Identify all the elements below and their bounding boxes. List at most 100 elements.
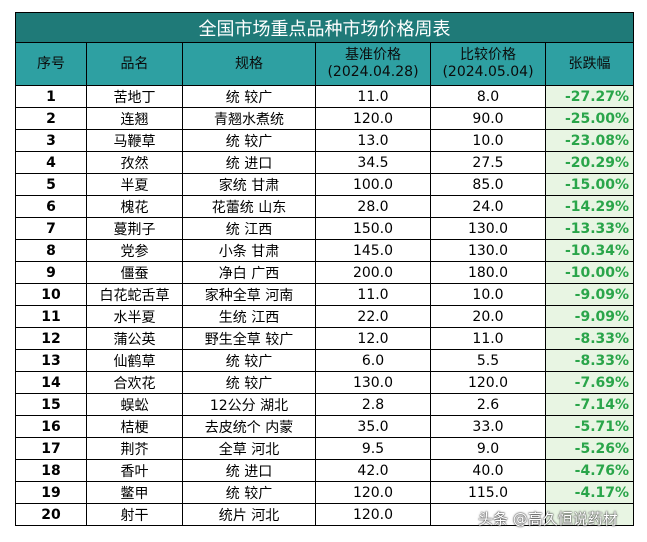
table-row: 14 合欢花统 较广 130.0 120.0 -7.69%: [15, 371, 635, 394]
cell-change: -20.29%: [544, 151, 635, 174]
cell-name: 孜然: [86, 151, 183, 174]
header-base-price-date: (2024.04.28): [327, 64, 419, 80]
cell-no: 14: [15, 371, 87, 394]
cell-name: 蔓荆子: [86, 217, 183, 240]
header-compare-price-label: 比较价格: [460, 47, 516, 63]
cell-spec: 统 较广: [182, 481, 316, 504]
cell-no: 12: [15, 327, 87, 350]
cell-compare-price: 5.5: [430, 349, 546, 372]
cell-base-price: 35.0: [315, 415, 431, 438]
cell-change: -27.27%: [544, 85, 635, 108]
cell-spec: 统 进口: [182, 151, 316, 174]
cell-spec: 统片 河北: [182, 503, 316, 526]
table-row: 17 荆芥 全草 河北 9.5 9.0 -5.26%: [15, 437, 635, 460]
cell-compare-price: 130.0: [430, 239, 546, 262]
table-row: 2 连翘 青翘水煮统 120.0 90.0 -25.00%: [15, 107, 635, 130]
cell-compare-price: 33.0: [430, 415, 546, 438]
cell-compare-price: 11.0: [430, 327, 546, 350]
cell-change: -9.09%: [544, 305, 635, 328]
cell-name: 合欢花: [86, 371, 183, 394]
cell-compare-price: 24.0: [430, 195, 546, 218]
cell-change: -25.00%: [544, 107, 635, 130]
cell-spec: 家种全草 河南: [182, 283, 316, 306]
cell-change: -13.33%: [544, 217, 635, 240]
cell-no: 9: [15, 261, 87, 284]
cell-base-price: 130.0: [315, 371, 431, 394]
table-body: 1 苦地丁统 较广 11.0 8.0 -27.27% 2 连翘 青翘水煮统 120.0 90.0-…: [15, 85, 635, 526]
cell-spec: 生统 江西: [182, 305, 316, 328]
table-row: 13 仙鹤草统 较广 6.0 5.5 -8.33%: [15, 349, 635, 372]
cell-name: 桔梗: [86, 415, 183, 438]
cell-change: -15.00%: [544, 173, 635, 196]
cell-no: 17: [15, 437, 87, 460]
cell-spec: 家统 甘肃: [182, 173, 316, 196]
header-name: 品名: [86, 42, 183, 86]
cell-compare-price: 90.0: [430, 107, 546, 130]
cell-no: 2: [15, 107, 87, 130]
cell-base-price: 42.0: [315, 459, 431, 482]
cell-change: -4.76%: [544, 459, 635, 482]
cell-spec: 统 较广: [182, 129, 316, 152]
cell-name: 香叶: [86, 459, 183, 482]
cell-base-price: 6.0: [315, 349, 431, 372]
cell-base-price: 13.0: [315, 129, 431, 152]
cell-name: 党参: [86, 239, 183, 262]
cell-change: -14.29%: [544, 195, 635, 218]
table-title: 全国市场重点品种市场价格周表: [14, 12, 635, 43]
table-row: 4 孜然统 进口 34.5 27.5 -20.29%: [15, 151, 635, 174]
cell-change: -10.34%: [544, 239, 635, 262]
cell-no: 10: [15, 283, 87, 306]
table-row: 19 鳖甲统 较广 120.0 115.0 -4.17%: [15, 481, 635, 504]
table-row: 9 僵蚕 净白 广西 200.0 180.0 -10.00%: [15, 261, 635, 284]
cell-name: 白花蛇舌草: [86, 283, 183, 306]
cell-no: 8: [15, 239, 87, 262]
cell-no: 5: [15, 173, 87, 196]
header-row: 序号 品名 规格 基准价格 (2024.04.28) 比较价格 (2024.05…: [15, 42, 635, 86]
cell-base-price: 34.5: [315, 151, 431, 174]
cell-spec: 统 较广: [182, 371, 316, 394]
cell-spec: 花蕾统 山东: [182, 195, 316, 218]
cell-spec: 统 较广: [182, 349, 316, 372]
cell-base-price: 120.0: [315, 481, 431, 504]
cell-base-price: 11.0: [315, 283, 431, 306]
cell-spec: 统 进口: [182, 459, 316, 482]
cell-change: -7.14%: [544, 393, 635, 416]
price-table-container: 全国市场重点品种市场价格周表 序号 品名 规格 基准价格 (2024.04.28…: [14, 12, 635, 526]
cell-base-price: 120.0: [315, 503, 431, 526]
cell-name: 僵蚕: [86, 261, 183, 284]
cell-change: [544, 503, 635, 526]
table-row: 15 蜈蚣 12公分 湖北 2.8 2.6 -7.14%: [15, 393, 635, 416]
table-row: 7 蔓荆子统 江西 150.0 130.0 -13.33%: [15, 217, 635, 240]
cell-name: 射干: [86, 503, 183, 526]
cell-change: -4.17%: [544, 481, 635, 504]
header-base-price-label: 基准价格: [345, 47, 401, 63]
cell-spec: 小条 甘肃: [182, 239, 316, 262]
cell-compare-price: 115.0: [430, 481, 546, 504]
cell-no: 20: [15, 503, 87, 526]
cell-no: 7: [15, 217, 87, 240]
table-row: 6 槐花 花蕾统 山东 28.0 24.0 -14.29%: [15, 195, 635, 218]
cell-base-price: 100.0: [315, 173, 431, 196]
cell-compare-price: 120.0: [430, 371, 546, 394]
cell-compare-price: 27.5: [430, 151, 546, 174]
cell-base-price: 145.0: [315, 239, 431, 262]
cell-change: -10.00%: [544, 261, 635, 284]
cell-change: -5.71%: [544, 415, 635, 438]
cell-name: 荆芥: [86, 437, 183, 460]
table-row: 5 半夏 家统 甘肃 100.0 85.0 -15.00%: [15, 173, 635, 196]
cell-no: 1: [15, 85, 87, 108]
cell-spec: 12公分 湖北: [182, 393, 316, 416]
cell-base-price: 11.0: [315, 85, 431, 108]
price-table: 全国市场重点品种市场价格周表 序号 品名 规格 基准价格 (2024.04.28…: [14, 12, 635, 526]
header-base-price: 基准价格 (2024.04.28): [315, 42, 431, 86]
cell-no: 11: [15, 305, 87, 328]
cell-compare-price: 85.0: [430, 173, 546, 196]
cell-spec: 净白 广西: [182, 261, 316, 284]
header-spec: 规格: [182, 42, 316, 86]
table-row: 16 桔梗 去皮统个 内蒙 35.0 33.0 -5.71%: [15, 415, 635, 438]
cell-base-price: 22.0: [315, 305, 431, 328]
table-row: 10 白花蛇舌草 家种全草 河南 11.0 10.0 -9.09%: [15, 283, 635, 306]
cell-no: 13: [15, 349, 87, 372]
cell-compare-price: 2.6: [430, 393, 546, 416]
cell-base-price: 200.0: [315, 261, 431, 284]
